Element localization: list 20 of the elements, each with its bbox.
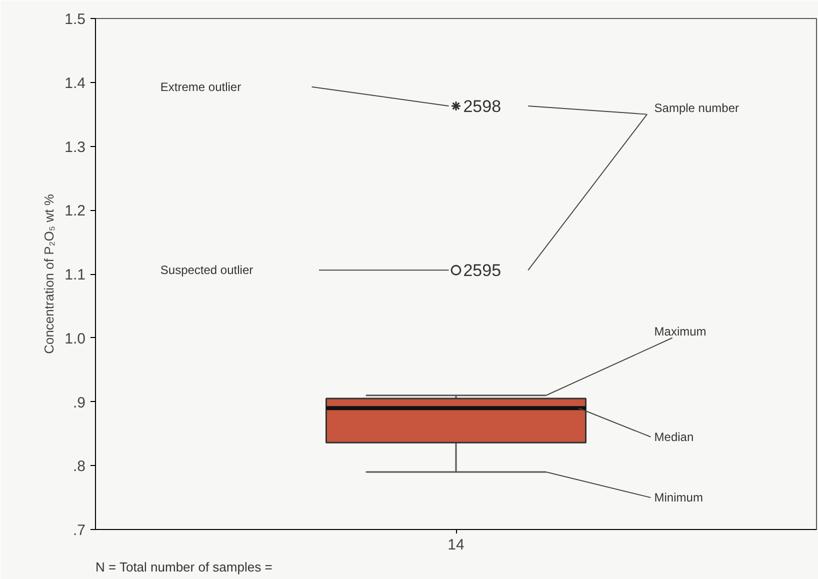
annotation: Extreme outlier [160, 80, 242, 94]
y-tick-label: 1.1 [64, 266, 86, 284]
annotation: Maximum [654, 324, 706, 338]
annotation: 2595 [463, 261, 502, 280]
annotation: Sample number [654, 100, 739, 115]
y-tick-label: .8 [72, 458, 86, 476]
y-tick-label: 1.5 [64, 11, 86, 28]
text: N = Total number of samples = [96, 560, 272, 574]
x-tick-label: 14 [448, 536, 464, 554]
y-tick-label: .7 [72, 522, 86, 539]
y-tick-label: 1.4 [64, 74, 86, 92]
y-axis-title: Concentration of P₂O₅ wt % [42, 194, 57, 354]
annotation: Median [654, 430, 694, 444]
y-tick-label: 1.0 [64, 330, 86, 348]
y-tick-label: 1.2 [64, 202, 86, 220]
annotation: 2598 [463, 97, 502, 116]
annotation: Suspected outlier [160, 263, 254, 278]
y-tick-label: 1.3 [64, 138, 86, 156]
annotation: Minimum [654, 490, 703, 505]
y-tick-label: .9 [72, 394, 86, 412]
